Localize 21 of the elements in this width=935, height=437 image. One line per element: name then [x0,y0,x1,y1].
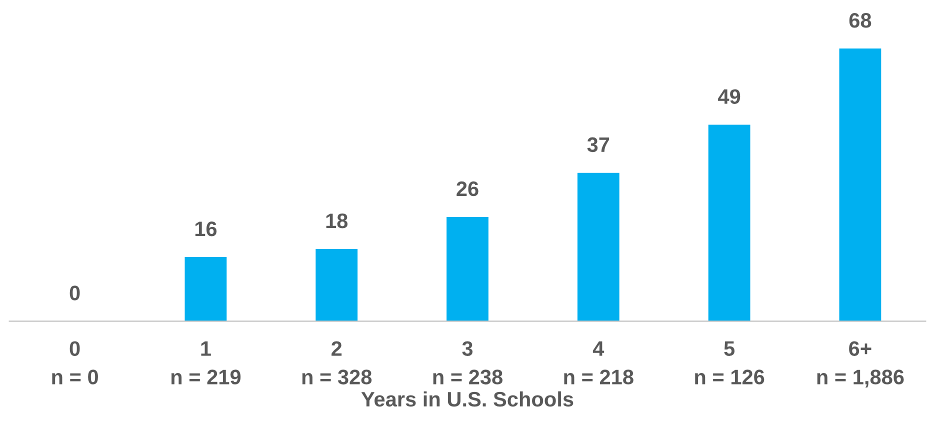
x-tick-label: 3 n = 238 [433,341,502,384]
bar [184,257,227,322]
x-tick-label: 0 n = 0 [52,341,98,384]
bar [839,48,882,322]
x-tick-label: 2 n = 328 [302,341,372,384]
data-label: 37 [587,137,610,152]
bar [316,249,358,322]
bar [446,216,488,322]
x-tick-label: 1 n = 219 [171,341,241,384]
bar [577,172,620,322]
x-tick-label: 4 n = 218 [564,341,634,384]
data-label: 49 [718,89,740,104]
data-label: 0 [70,286,80,300]
x-tick-label: 6+ n = 1,886 [817,341,904,388]
bar [708,124,750,322]
data-label: 26 [456,181,478,196]
x-axis-title: Years in U.S. Schools [361,391,574,407]
data-label: 68 [849,13,872,28]
x-tick-label: 5 n = 126 [695,341,764,384]
data-label: 16 [195,222,217,236]
data-label: 18 [326,213,348,228]
